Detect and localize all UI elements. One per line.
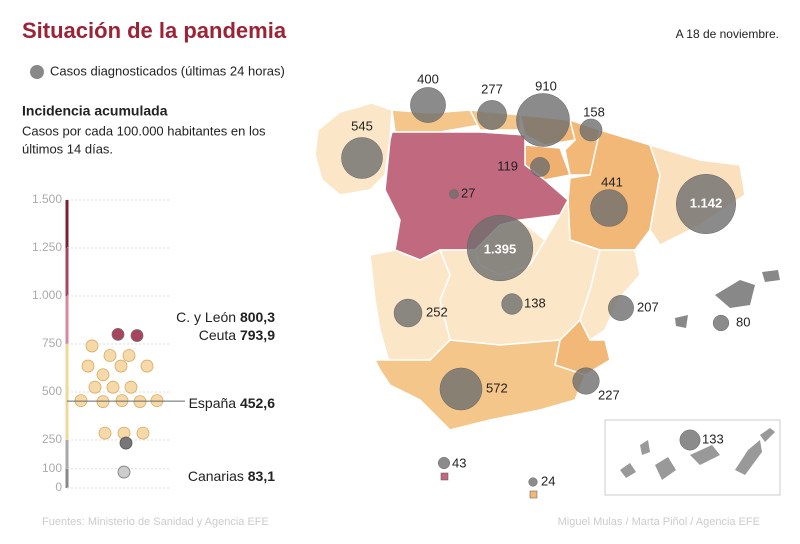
highlight-name: Canarias bbox=[188, 468, 244, 484]
scale-label: 1.000 bbox=[32, 288, 62, 302]
incidence-dot bbox=[136, 426, 150, 440]
incidence-dot bbox=[119, 436, 133, 450]
credits: Miguel Mulas / Marta Piñol / Agencia EFE bbox=[558, 516, 760, 528]
highlight-value: 83,1 bbox=[248, 468, 275, 484]
incidence-dot bbox=[103, 349, 117, 362]
case-bubble bbox=[516, 93, 570, 147]
highlight-name: Ceuta bbox=[199, 327, 237, 343]
case-label: 24 bbox=[541, 473, 555, 488]
island bbox=[715, 280, 755, 308]
scale-label: 1.250 bbox=[32, 240, 62, 254]
case-label: 277 bbox=[481, 81, 503, 96]
case-label: 910 bbox=[535, 78, 557, 93]
case-label: 572 bbox=[486, 380, 508, 395]
scale-label: 500 bbox=[42, 384, 62, 398]
case-label: 207 bbox=[637, 299, 659, 314]
case-bubble bbox=[341, 137, 383, 179]
case-bubble bbox=[530, 157, 550, 177]
scale-label: 100 bbox=[42, 461, 62, 475]
incidence-dot bbox=[85, 339, 99, 353]
case-bubble bbox=[393, 298, 423, 328]
scale-label: 250 bbox=[42, 432, 62, 446]
case-label: 1.142 bbox=[690, 195, 723, 210]
case-label: 80 bbox=[736, 314, 750, 329]
case-bubble bbox=[579, 118, 603, 142]
incidence-dot bbox=[106, 380, 120, 394]
highlight-dot bbox=[117, 465, 131, 479]
case-label: 545 bbox=[351, 118, 373, 133]
ceuta bbox=[440, 472, 449, 481]
highlight-label: C. y León 800,3 bbox=[176, 309, 275, 325]
incidence-dot bbox=[140, 359, 154, 373]
case-label: 227 bbox=[598, 387, 620, 402]
highlight-value: 793,9 bbox=[240, 327, 275, 343]
case-bubble bbox=[501, 293, 523, 315]
highlight-label: Ceuta 793,9 bbox=[199, 327, 275, 343]
legend-symbol bbox=[30, 65, 44, 79]
incidence-dot bbox=[98, 426, 112, 440]
case-bubble bbox=[410, 87, 446, 123]
highlight-value: 800,3 bbox=[240, 309, 275, 325]
case-bubble bbox=[528, 477, 538, 487]
case-bubble bbox=[608, 295, 634, 321]
highlight-dot bbox=[111, 327, 125, 341]
case-bubble bbox=[437, 456, 451, 470]
incidence-title: Incidencia acumulada bbox=[22, 103, 168, 119]
incidence-dot bbox=[96, 368, 110, 382]
case-bubble bbox=[466, 214, 534, 282]
case-label: 27 bbox=[461, 185, 475, 200]
highlight-label: Canarias 83,1 bbox=[188, 468, 275, 484]
case-label: 133 bbox=[702, 431, 724, 446]
region bbox=[579, 249, 641, 342]
canarias-inset bbox=[604, 419, 781, 496]
island bbox=[760, 428, 775, 442]
incidence-dot bbox=[81, 359, 95, 373]
scale-label: 750 bbox=[42, 336, 62, 350]
incidence-dot bbox=[122, 349, 136, 362]
island bbox=[620, 463, 636, 478]
melilla bbox=[529, 490, 538, 499]
case-label: 1.395 bbox=[484, 241, 517, 256]
incidence-dot bbox=[88, 380, 102, 394]
case-bubble bbox=[439, 367, 483, 411]
incidence-dot bbox=[124, 380, 138, 394]
case-label: 400 bbox=[417, 71, 439, 86]
incidence-subtitle: últimos 14 días. bbox=[22, 141, 113, 156]
scale-label: 1.500 bbox=[32, 192, 62, 206]
case-bubble bbox=[572, 367, 600, 395]
island bbox=[675, 315, 688, 328]
sources: Fuentes: Ministerio de Sanidad y Agencia… bbox=[42, 516, 269, 528]
highlight-dot bbox=[130, 329, 144, 342]
case-bubble bbox=[679, 429, 701, 451]
incidence-dot bbox=[114, 359, 128, 373]
island bbox=[735, 440, 762, 475]
island bbox=[762, 270, 780, 282]
highlight-name: España bbox=[189, 395, 237, 411]
legend-label: Casos diagnosticados (últimas 24 horas) bbox=[50, 63, 285, 78]
island bbox=[690, 445, 720, 465]
incidence-subtitle: Casos por cada 100.000 habitantes en los bbox=[22, 123, 266, 138]
case-label: 119 bbox=[497, 158, 518, 173]
scale-label: 0 bbox=[55, 480, 62, 494]
highlight-name: C. y León bbox=[176, 309, 236, 325]
case-label: 158 bbox=[583, 104, 605, 119]
date: A 18 de noviembre. bbox=[676, 27, 779, 41]
case-label: 441 bbox=[601, 174, 623, 189]
title: Situación de la pandemia bbox=[22, 18, 287, 43]
case-bubble bbox=[676, 174, 736, 234]
case-label: 252 bbox=[426, 304, 448, 319]
island bbox=[655, 457, 676, 480]
case-bubble bbox=[449, 189, 459, 199]
case-label: 43 bbox=[452, 455, 466, 470]
island bbox=[640, 440, 650, 455]
highlight-label: España 452,6 bbox=[189, 395, 276, 411]
case-bubble bbox=[590, 189, 628, 227]
case-bubble bbox=[712, 314, 730, 332]
case-bubble bbox=[477, 100, 507, 130]
highlight-value: 452,6 bbox=[240, 395, 275, 411]
case-label: 138 bbox=[524, 295, 546, 310]
